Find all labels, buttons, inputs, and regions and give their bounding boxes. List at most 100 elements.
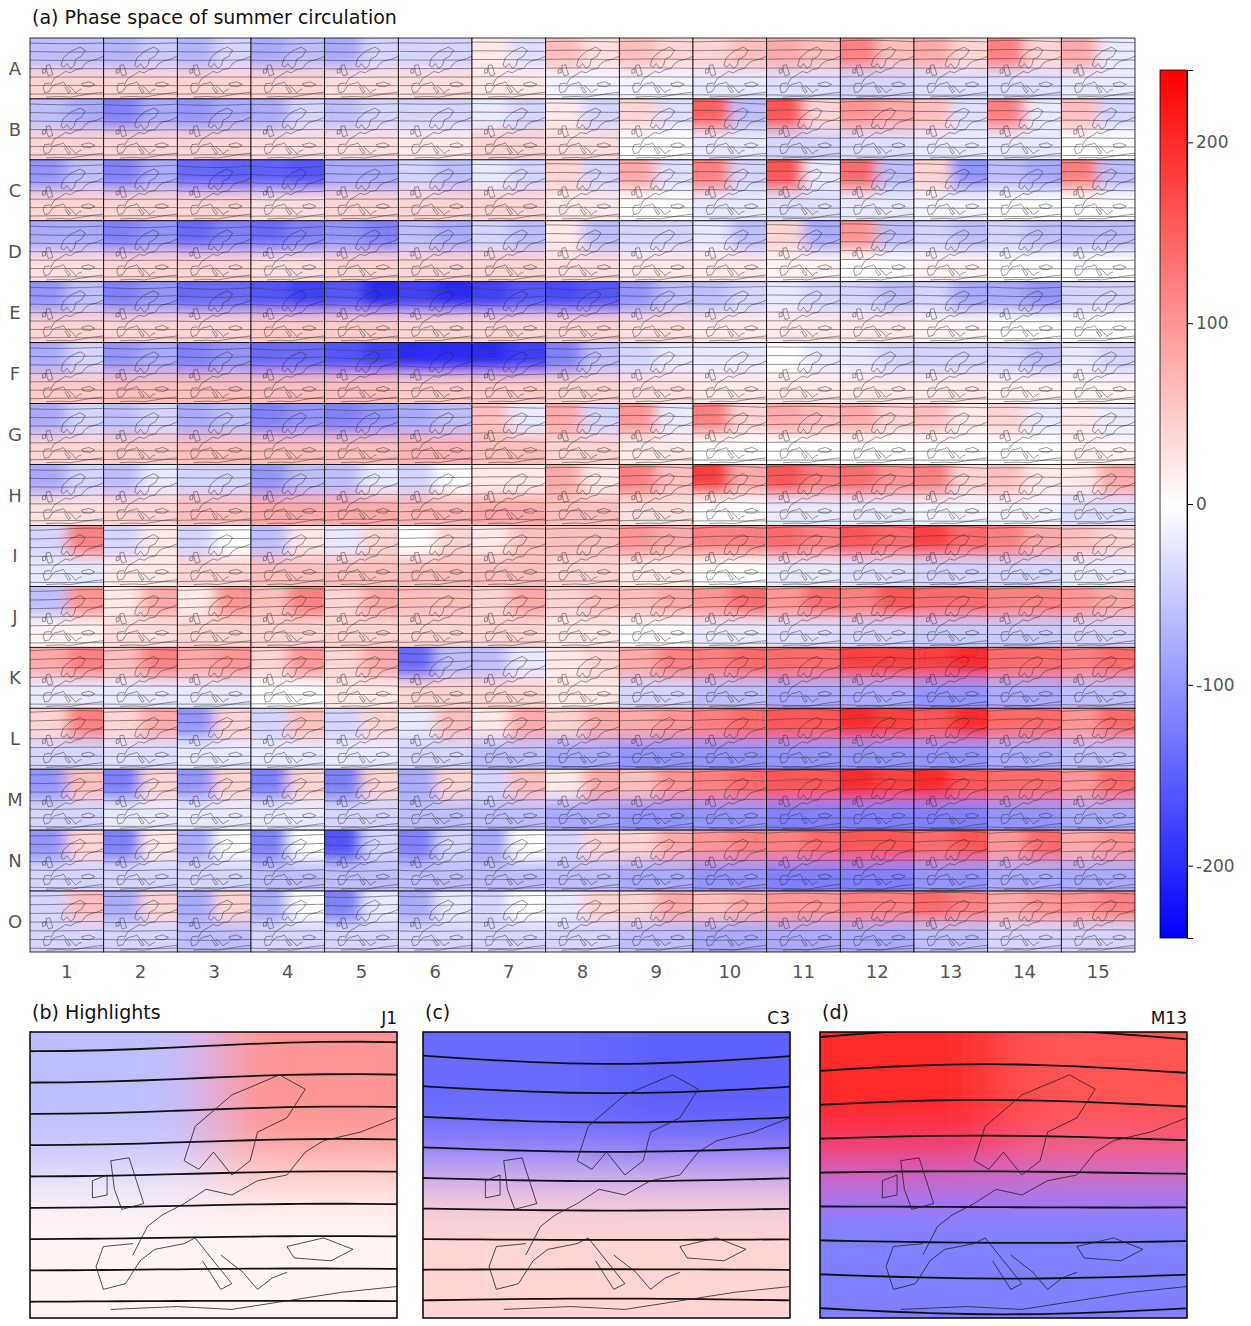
coastline [284, 326, 291, 337]
contour [104, 104, 178, 105]
coastline [411, 190, 414, 195]
coastline [658, 329, 671, 336]
anomaly-region [988, 373, 1062, 403]
coastline [142, 329, 155, 336]
coastline [706, 251, 709, 256]
anomaly-field [914, 343, 988, 404]
map [546, 221, 620, 282]
coastline [930, 187, 937, 198]
coastline [264, 129, 267, 134]
coastline [1094, 204, 1101, 215]
coastline [731, 329, 744, 336]
coastline [1074, 190, 1077, 195]
coastline [264, 265, 284, 276]
map [988, 221, 1062, 282]
coastline [376, 326, 389, 331]
contour [325, 173, 399, 175]
contour [30, 103, 104, 105]
contour [840, 101, 914, 102]
map-frame [1061, 343, 1135, 404]
coastline [871, 230, 895, 251]
anomaly-region [988, 312, 1062, 342]
coastline [510, 207, 523, 214]
contour [251, 321, 325, 322]
coastline [652, 387, 659, 398]
anomaly-region [767, 373, 841, 403]
contour [693, 155, 767, 156]
map-frame [1061, 160, 1135, 221]
anomaly-field [914, 282, 988, 343]
coastline [289, 268, 302, 275]
coastline [337, 251, 340, 256]
coastline [120, 92, 177, 97]
coastline [706, 312, 709, 317]
anomaly-region [251, 251, 325, 281]
contour [472, 312, 546, 314]
coastline [493, 300, 546, 329]
coastline [1008, 300, 1061, 329]
coastline [783, 397, 840, 402]
coastline [798, 47, 822, 68]
anomaly-region [251, 190, 325, 220]
map-frame [398, 343, 472, 404]
anomaly-field [619, 99, 693, 160]
coastline [1019, 352, 1043, 373]
anomaly-field [767, 282, 841, 343]
map-frame [914, 221, 988, 282]
contour [767, 171, 841, 173]
map [619, 99, 693, 160]
coastline [61, 352, 85, 373]
coastline [584, 390, 597, 397]
coastline [584, 146, 597, 153]
coastline [488, 126, 495, 137]
contour [30, 381, 104, 382]
coastline [945, 47, 969, 68]
coastline [636, 369, 643, 380]
contour [472, 173, 546, 174]
anomaly-region [619, 373, 693, 403]
coastline [636, 65, 643, 76]
coastline [1001, 143, 1021, 154]
coastline [892, 265, 905, 270]
coastline [1074, 129, 1077, 134]
map-frame [1061, 221, 1135, 282]
coastline [818, 326, 831, 331]
contour [472, 112, 546, 113]
contour [693, 216, 767, 217]
coastline [562, 92, 619, 97]
contour [619, 373, 693, 374]
coastline [947, 204, 954, 215]
coastline [783, 248, 790, 259]
map [177, 38, 251, 99]
coastline [505, 204, 512, 215]
coastline [726, 82, 733, 93]
coastline [510, 329, 523, 336]
coastline [116, 373, 119, 378]
coastline [966, 265, 979, 270]
contour [988, 312, 1062, 314]
coastline [358, 204, 365, 215]
coastline [282, 230, 306, 251]
coastline [579, 265, 586, 276]
contour [1061, 243, 1135, 244]
coastline [706, 68, 709, 73]
coastline [46, 430, 53, 441]
map-frame [30, 160, 104, 221]
coastline [345, 117, 398, 146]
coastline [745, 82, 758, 87]
anomaly-region [914, 129, 988, 159]
contour [914, 164, 988, 166]
coastline [1082, 117, 1135, 146]
contour [104, 356, 178, 358]
coastline [818, 265, 831, 270]
contour [472, 103, 546, 104]
contour [325, 165, 399, 167]
anomaly-region [914, 373, 988, 403]
coastline [879, 390, 892, 397]
coastline [780, 204, 800, 215]
coastline [947, 387, 954, 398]
contour [840, 171, 914, 173]
anomaly-region [619, 312, 693, 342]
coastline [857, 397, 914, 402]
contour [104, 113, 178, 114]
